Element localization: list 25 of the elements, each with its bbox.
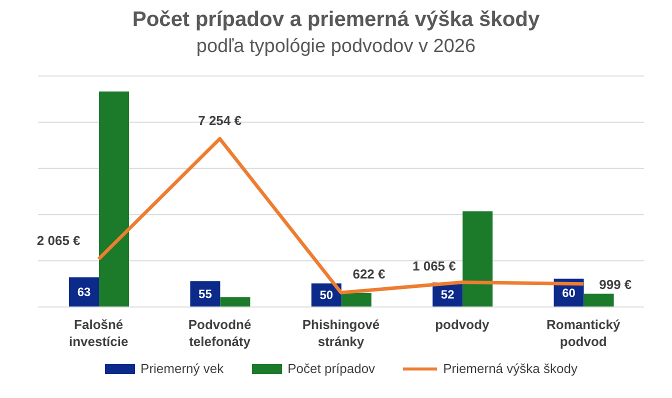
data-label: 52 — [440, 288, 455, 302]
data-label: 622 € — [352, 266, 386, 282]
data-label: 63 — [77, 285, 91, 300]
bar — [99, 92, 129, 307]
x-tick-label: Podvodné telefonáty — [188, 317, 252, 349]
x-tick-label: podvody — [435, 317, 490, 332]
legend-label: Priemerná výška škody — [442, 361, 578, 376]
data-label: 999 € — [599, 276, 632, 292]
data-label: 2 065 € — [36, 233, 80, 248]
data-label: 1 065 € — [412, 258, 456, 274]
chart-title: Počet prípadov a priemerná výška škody — [131, 8, 541, 32]
x-tick-label: Romantický podvod — [546, 317, 622, 349]
data-label: 55 — [198, 287, 212, 302]
data-label: 7 254 € — [198, 112, 242, 128]
x-tick-label: Phishingové stránky — [302, 317, 380, 349]
data-label: 60 — [562, 286, 576, 300]
bar — [220, 297, 250, 307]
legend-label: Priemerný vek — [140, 361, 224, 376]
chart-subtitle: podľa typológie podvodov v 2026 — [195, 36, 477, 58]
bar — [462, 211, 493, 307]
bar — [584, 294, 614, 307]
bar — [341, 292, 372, 307]
legend-label: Počet prípadov — [286, 361, 376, 376]
data-label: 50 — [320, 288, 334, 302]
x-tick-label: Falošné investície — [68, 317, 128, 349]
